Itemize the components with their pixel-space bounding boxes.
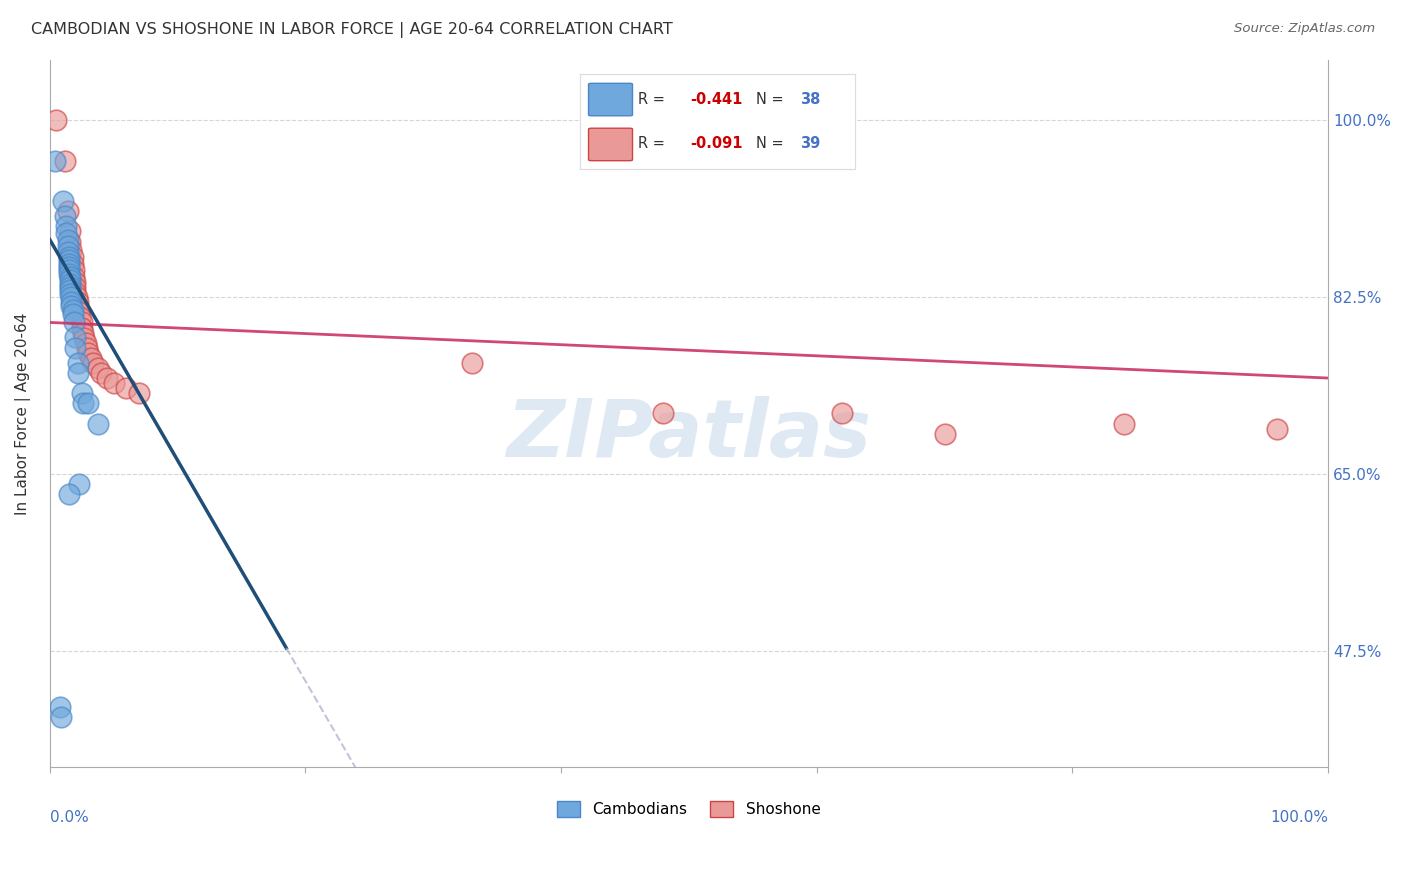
Point [58,487,80,501]
Point [56,238,79,252]
Point [65,275,87,289]
Point [60,299,83,313]
Text: 100.0%: 100.0% [1270,810,1329,825]
Point [77,345,100,359]
Text: Source: ZipAtlas.com: Source: ZipAtlas.com [1234,22,1375,36]
Text: CAMBODIAN VS SHOSHONE IN LABOR FORCE | AGE 20-64 CORRELATION CHART: CAMBODIAN VS SHOSHONE IN LABOR FORCE | A… [31,22,672,38]
Point [58,257,80,271]
Point [60,243,83,257]
Point [53,153,76,168]
Point [115,381,138,395]
Point [66,300,89,314]
Point [62,303,84,318]
Point [63,269,86,284]
Point [55,227,77,241]
Point [66,356,89,370]
Y-axis label: In Labor Force | Age 20-64: In Labor Force | Age 20-64 [15,312,31,515]
Point [44,153,66,168]
Point [70,386,93,401]
Point [59,283,82,297]
Point [1265,421,1288,435]
Point [77,396,100,410]
Point [58,267,80,281]
Point [87,360,110,375]
Point [59,287,82,301]
Point [76,341,98,355]
Point [53,209,76,223]
Point [65,290,87,304]
Point [63,263,86,277]
Point [67,477,90,491]
Point [65,280,87,294]
Point [1112,417,1135,431]
Point [66,366,89,380]
Point [67,305,90,319]
Legend: Cambodians, Shoshone: Cambodians, Shoshone [551,795,827,823]
Point [831,406,853,420]
Point [59,269,82,284]
Point [45,113,67,128]
Point [128,386,150,401]
Point [62,307,84,321]
Point [56,233,79,247]
Point [51,709,73,723]
Point [652,406,675,420]
Point [103,376,125,390]
Point [58,250,80,264]
Text: ZIPatlas: ZIPatlas [506,396,872,474]
Point [87,417,110,431]
Point [58,252,80,267]
Point [56,244,79,259]
Point [59,235,82,249]
Point [58,263,80,277]
Point [49,699,72,714]
Point [59,277,82,291]
Point [56,204,79,219]
Point [55,219,77,234]
Point [66,295,89,310]
Point [62,257,84,271]
Point [69,310,91,325]
Point [72,326,94,340]
Point [65,285,87,299]
Point [60,290,83,304]
Point [934,426,956,441]
Point [63,315,86,329]
Point [65,341,87,355]
Point [51,194,73,208]
Point [59,280,82,294]
Point [60,295,83,310]
Point [82,356,104,370]
Point [90,366,112,380]
Point [72,396,94,410]
Point [75,335,97,350]
Point [59,224,82,238]
Point [79,351,101,365]
Point [70,320,93,334]
Point [73,330,96,344]
Point [59,273,82,287]
Point [460,356,482,370]
Text: 0.0%: 0.0% [49,810,89,825]
Point [70,315,93,329]
Point [96,371,118,385]
Point [65,329,87,343]
Point [58,260,80,274]
Point [62,250,84,264]
